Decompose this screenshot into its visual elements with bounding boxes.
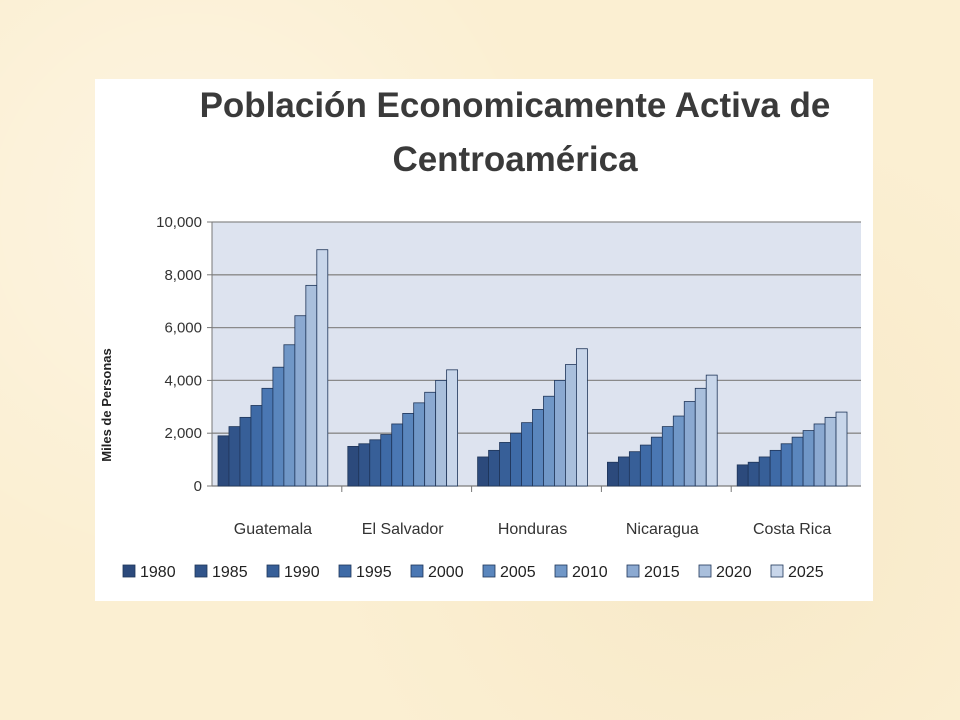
legend-swatch-2025 [770, 564, 784, 578]
bar-el-salvador-2000 [391, 423, 404, 487]
y-tick-label: 4,000 [164, 372, 202, 389]
bar-el-salvador-2015 [424, 391, 437, 487]
y-tick-label: 8,000 [164, 267, 202, 284]
bar-guatemala-2025 [316, 249, 329, 487]
bar-honduras-2010 [543, 395, 555, 487]
x-category-label: Costa Rica [753, 521, 831, 538]
chart-title-line-2: Centroamérica [392, 140, 638, 179]
bar-costa-rica-1985 [747, 461, 760, 487]
x-category-label: Guatemala [234, 521, 312, 538]
bar-nicaragua-2005 [661, 426, 674, 487]
legend-swatch-2020 [698, 564, 712, 578]
legend: 1980 1985 1990 1995 2000 2005 2010 2015 2020 2025 [122, 564, 824, 581]
chart-svg: Población Economicamente Activa de Centr… [99, 86, 861, 581]
bar-el-salvador-1995 [380, 434, 393, 487]
y-tick-label: 10,000 [156, 214, 202, 231]
bar-guatemala-2000 [261, 387, 274, 487]
legend-label-2010: 2010 [572, 564, 608, 581]
legend-label-1980: 1980 [140, 564, 176, 581]
bar-nicaragua-2010 [672, 415, 685, 487]
bar-guatemala-1990 [239, 416, 252, 487]
bar-guatemala-1985 [228, 426, 241, 487]
legend-swatch-2005 [482, 564, 496, 578]
bar-guatemala-2010 [283, 344, 296, 487]
bar-el-salvador-1985 [358, 443, 371, 487]
bar-costa-rica-2005 [791, 436, 804, 487]
bar-nicaragua-2000 [650, 436, 663, 487]
bar-nicaragua-2015 [683, 401, 696, 487]
bar-costa-rica-2020 [824, 416, 837, 487]
bar-honduras-1980 [477, 456, 489, 487]
bar-el-salvador-1990 [369, 439, 382, 487]
bar-guatemala-2020 [305, 284, 318, 487]
x-category-label: El Salvador [362, 521, 444, 538]
legend-label-2025: 2025 [788, 564, 824, 581]
x-category-label: Honduras [498, 521, 567, 538]
bar-el-salvador-2020 [435, 379, 448, 487]
legend-swatch-1995 [338, 564, 352, 578]
bar-el-salvador-2010 [413, 402, 426, 487]
bar-nicaragua-1980 [607, 461, 619, 487]
legend-swatch-1990 [266, 564, 280, 578]
chart-card: Población Economicamente Activa de Centr… [95, 79, 873, 601]
bar-honduras-1985 [488, 449, 500, 487]
legend-label-2015: 2015 [644, 564, 680, 581]
bar-costa-rica-1995 [769, 449, 782, 487]
y-tick-label: 6,000 [164, 320, 202, 337]
bar-honduras-2000 [521, 422, 533, 487]
bar-nicaragua-1990 [628, 451, 641, 487]
legend-swatch-2015 [626, 564, 640, 578]
bar-costa-rica-2000 [780, 443, 793, 487]
bar-costa-rica-1980 [736, 464, 749, 487]
legend-swatch-1980 [122, 564, 136, 578]
chart-title-line-1: Población Economicamente Activa de [200, 86, 831, 125]
bar-guatemala-2015 [294, 315, 307, 487]
bar-el-salvador-2005 [402, 412, 415, 487]
y-axis-label: Miles de Personas [99, 348, 114, 461]
bar-el-salvador-1980 [347, 445, 360, 487]
bar-nicaragua-1985 [617, 456, 630, 487]
legend-label-1985: 1985 [212, 564, 248, 581]
bar-costa-rica-2015 [813, 423, 826, 487]
bar-honduras-1995 [510, 432, 522, 487]
legend-label-2005: 2005 [500, 564, 536, 581]
bar-nicaragua-2020 [694, 387, 707, 487]
bar-el-salvador-2025 [446, 369, 458, 487]
bar-guatemala-1995 [250, 405, 263, 487]
legend-label-1995: 1995 [356, 564, 392, 581]
bar-costa-rica-2025 [835, 411, 848, 487]
bar-nicaragua-2025 [705, 374, 718, 487]
legend-label-2020: 2020 [716, 564, 752, 581]
bar-nicaragua-1995 [639, 444, 652, 487]
bar-costa-rica-1990 [758, 456, 771, 487]
bar-guatemala-1980 [217, 435, 230, 487]
bar-honduras-2025 [576, 348, 588, 487]
x-category-label: Nicaragua [626, 521, 699, 538]
bar-costa-rica-2010 [802, 430, 815, 487]
y-tick-label: 0 [194, 478, 202, 495]
legend-swatch-1985 [194, 564, 208, 578]
bar-honduras-2015 [554, 379, 566, 487]
bar-honduras-2005 [532, 409, 544, 487]
bar-honduras-2020 [565, 364, 577, 487]
legend-swatch-2000 [410, 564, 424, 578]
bar-guatemala-2005 [272, 366, 285, 487]
legend-swatch-2010 [554, 564, 568, 578]
legend-label-1990: 1990 [284, 564, 320, 581]
plot-area: 0 2,000 4,000 6,000 8,000 10,000 Guatemala El S… [156, 214, 861, 538]
y-tick-label: 2,000 [164, 425, 202, 442]
legend-label-2000: 2000 [428, 564, 464, 581]
bar-honduras-1990 [499, 442, 511, 487]
